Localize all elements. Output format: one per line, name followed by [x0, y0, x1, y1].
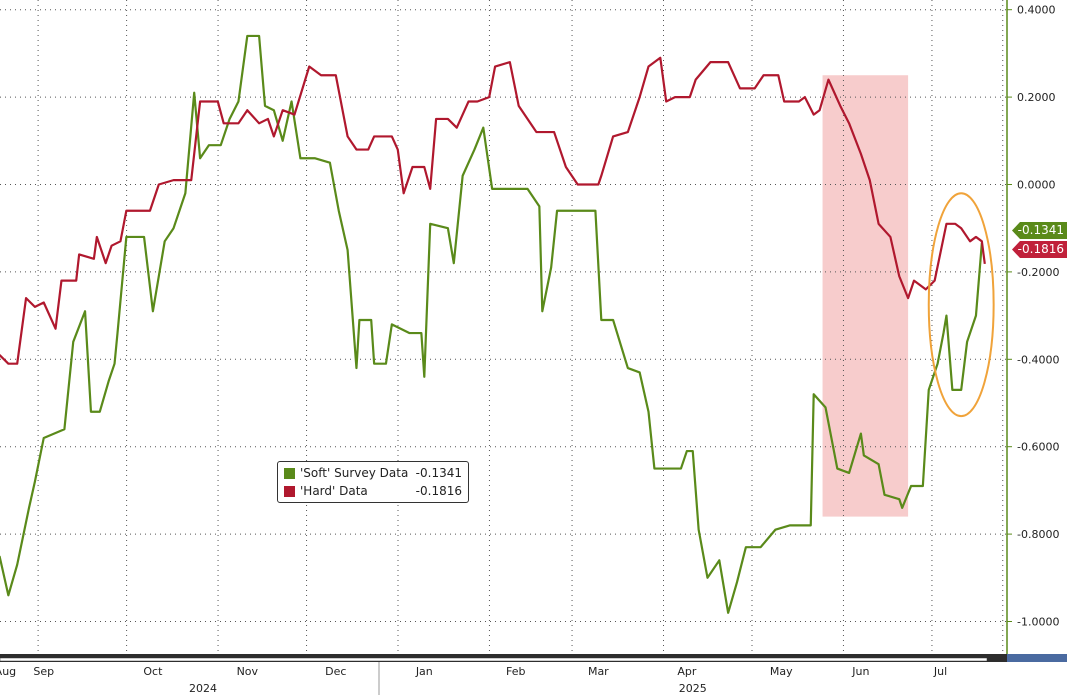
legend-value: -0.1341: [415, 466, 462, 480]
legend-item-soft: 'Soft' Survey Data -0.1341: [284, 464, 462, 482]
legend-item-hard: 'Hard' Data -0.1816: [284, 482, 462, 500]
y-tick-label: 0.4000: [1017, 4, 1056, 17]
x-tick-label: Apr: [677, 665, 697, 678]
x-tick-label: Feb: [506, 665, 525, 678]
x-tick-label: Nov: [237, 665, 259, 678]
y-tick-label: -0.8000: [1017, 528, 1059, 541]
series-line-hard: [0, 56, 986, 365]
last-value-tag-soft: -0.1341: [1012, 222, 1067, 239]
highlight-ellipse: [927, 192, 995, 418]
x-tick-label: May: [770, 665, 793, 678]
y-tick-label: -1.0000: [1017, 616, 1059, 629]
shaded-region: [822, 75, 909, 517]
x-tick-label: Jun: [851, 665, 869, 678]
x-year-label: 2025: [679, 682, 707, 695]
legend-label: 'Soft' Survey Data: [300, 466, 409, 480]
y-tick-label: 0.0000: [1017, 179, 1056, 192]
y-tick-label: 0.2000: [1017, 91, 1056, 104]
last-value-tag-hard: -0.1816: [1012, 241, 1067, 258]
x-tick-label: Jul: [933, 665, 947, 678]
x-tick-label: Sep: [33, 665, 54, 678]
series-line-soft: [0, 34, 983, 614]
x-scrollbar-thumb: [0, 657, 988, 662]
legend-swatch-hard: [284, 485, 295, 497]
legend-value: -0.1816: [415, 484, 462, 498]
x-tick-label: Jan: [415, 665, 433, 678]
x-year-label: 2024: [189, 682, 217, 695]
y-tick-label: -0.6000: [1017, 441, 1059, 454]
y-tick-label: -0.2000: [1017, 266, 1059, 279]
x-tick-label: Mar: [588, 665, 609, 678]
legend-swatch-soft: [284, 467, 295, 479]
x-tick-label: Oct: [143, 665, 163, 678]
axis-corner: [1007, 654, 1067, 662]
x-tick-label: Aug: [0, 665, 16, 678]
legend: 'Soft' Survey Data -0.1341 'Hard' Data -…: [277, 461, 469, 503]
y-tick-label: -0.4000: [1017, 353, 1059, 366]
x-tick-label: Dec: [325, 665, 346, 678]
legend-label: 'Hard' Data: [300, 484, 368, 498]
